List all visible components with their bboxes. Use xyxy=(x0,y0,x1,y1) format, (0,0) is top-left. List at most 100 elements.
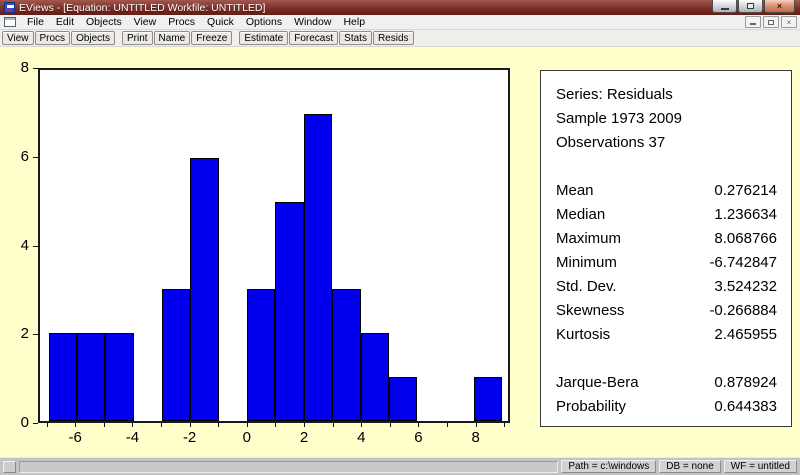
stat-value: 8.068766 xyxy=(714,230,777,247)
stats-rows: Mean 0.276214 Median 1.236634 Maximum 8.06876… xyxy=(556,179,777,347)
mdi-minimize-button[interactable] xyxy=(745,16,761,28)
menu-help[interactable]: Help xyxy=(343,16,366,28)
stat-row-median: Median 1.236634 xyxy=(556,203,777,227)
stat-label: Mean xyxy=(556,182,594,199)
y-tick-label-0: 0 xyxy=(20,414,29,431)
menu-options[interactable]: Options xyxy=(245,16,283,28)
histogram-bar--3 xyxy=(161,289,191,421)
print-button[interactable]: Print xyxy=(121,31,153,45)
stats-rows2: Jarque-Bera 0.878924 Probability 0.644383 xyxy=(556,371,777,419)
mdi-minimize-icon xyxy=(750,23,756,25)
x-tick-label-2: 2 xyxy=(299,429,309,446)
title-bar: EViews - [Equation: UNTITLED Workfile: U… xyxy=(0,0,800,15)
stat-value: 0.276214 xyxy=(714,182,777,199)
stat-row-kurtosis: Kurtosis 2.465955 xyxy=(556,323,777,347)
stat-label: Std. Dev. xyxy=(556,278,617,295)
y-tick-label-8: 8 xyxy=(20,59,29,76)
name-button[interactable]: Name xyxy=(153,31,191,45)
menu-procs[interactable]: Procs xyxy=(168,16,196,28)
minimize-icon xyxy=(720,7,729,10)
stats-panel: Series: Residuals Sample 1973 2009 Observa… xyxy=(540,70,792,427)
x-tick-label-0: 0 xyxy=(242,429,251,446)
stat-value: 0.878924 xyxy=(714,374,777,391)
status-db-field: DB = none xyxy=(659,460,721,473)
mdi-close-button[interactable]: × xyxy=(781,16,797,28)
status-message-field xyxy=(19,460,559,473)
y-tick-0 xyxy=(33,423,38,424)
stats-button[interactable]: Stats xyxy=(339,31,372,45)
toolbar-group-1: View Procs Objects xyxy=(2,31,115,45)
forecast-button[interactable]: Forecast xyxy=(289,31,339,45)
stat-value: 0.644383 xyxy=(714,398,777,415)
menu-file[interactable]: File xyxy=(27,16,44,28)
stat-label: Maximum xyxy=(556,230,622,247)
eviews-app-icon[interactable] xyxy=(4,2,15,13)
x-tick--7 xyxy=(46,423,48,427)
stat-label: Median xyxy=(556,206,606,223)
y-tick-label-2: 2 xyxy=(20,325,29,343)
content-area: -6 -4 -2 0 2 4 6 8 0 2 4 6 8 Series: Residuals Sample… xyxy=(0,47,800,457)
stats-spacer xyxy=(556,155,777,179)
x-tick-label--2: -2 xyxy=(182,429,197,446)
window-controls: × xyxy=(711,0,795,13)
plot-area xyxy=(38,68,510,423)
objects-button[interactable]: Objects xyxy=(71,31,115,45)
histogram-bar-4 xyxy=(360,333,389,421)
close-icon: × xyxy=(776,0,783,11)
status-grip-icon xyxy=(3,460,16,473)
toolbar-group-3: Estimate Forecast Stats Resids xyxy=(239,31,414,45)
menu-window[interactable]: Window xyxy=(294,16,332,28)
freeze-button[interactable]: Freeze xyxy=(191,31,233,45)
x-tick-5 xyxy=(389,423,391,427)
x-tick--2 xyxy=(189,423,191,427)
x-tick-label--4: -4 xyxy=(125,429,140,446)
x-tick--1 xyxy=(218,423,220,427)
restore-button[interactable] xyxy=(738,0,763,13)
x-tick-2 xyxy=(304,423,306,427)
histogram-chart: -6 -4 -2 0 2 4 6 8 0 2 4 6 8 xyxy=(0,47,800,457)
stats-header: Series: Residuals Sample 1973 2009 Observa… xyxy=(556,83,777,155)
x-tick--6 xyxy=(75,423,77,427)
mdi-restore-button[interactable] xyxy=(763,16,779,28)
stat-value: 2.465955 xyxy=(714,326,777,343)
stat-label: Probability xyxy=(556,398,627,415)
mdi-close-icon: × xyxy=(786,17,792,27)
minimize-button[interactable] xyxy=(712,0,737,13)
stats-header-line-3: Observations 37 xyxy=(556,134,666,151)
menu-quick[interactable]: Quick xyxy=(207,16,234,28)
procs-button[interactable]: Procs xyxy=(34,31,71,45)
x-tick-label-8: 8 xyxy=(471,429,480,446)
resids-button[interactable]: Resids xyxy=(372,31,414,45)
stat-value: 3.524232 xyxy=(714,278,777,295)
x-tick--4 xyxy=(132,423,134,427)
equation-window-icon[interactable] xyxy=(4,17,16,27)
x-tick-label-4: 4 xyxy=(357,429,366,446)
stat-row-mean: Mean 0.276214 xyxy=(556,179,777,203)
toolbar: View Procs Objects Print Name Freeze Estimate F… xyxy=(0,30,800,47)
x-tick-6 xyxy=(418,423,420,427)
mdi-window-controls: × xyxy=(745,16,797,28)
estimate-button[interactable]: Estimate xyxy=(239,31,289,45)
menu-objects[interactable]: Objects xyxy=(86,16,122,28)
menu-view[interactable]: View xyxy=(133,16,157,28)
y-tick-2 xyxy=(33,334,38,336)
stat-value: -0.266884 xyxy=(709,302,777,319)
x-tick-8 xyxy=(475,423,477,427)
x-tick-3 xyxy=(332,423,334,427)
menu-edit[interactable]: Edit xyxy=(55,16,75,28)
status-fields: Path = c:\windows DB = none WF = untitled xyxy=(561,460,797,473)
view-button[interactable]: View xyxy=(2,31,34,45)
histogram-bar--2 xyxy=(190,157,219,421)
stats-spacer-2 xyxy=(556,347,777,371)
stat-label: Kurtosis xyxy=(556,326,611,343)
histogram-bar--6 xyxy=(76,333,106,421)
close-button[interactable]: × xyxy=(764,0,795,13)
stat-row-std-dev-: Std. Dev. 3.524232 xyxy=(556,275,777,299)
menu-bar: File Edit Objects View Procs Quick Options Wind… xyxy=(0,15,800,30)
histogram-bar--5 xyxy=(105,333,134,421)
x-tick-9 xyxy=(504,423,506,427)
y-tick-label-6: 6 xyxy=(20,147,29,165)
stat-value: -6.742847 xyxy=(709,254,777,271)
stat-row-probability: Probability 0.644383 xyxy=(556,395,777,419)
